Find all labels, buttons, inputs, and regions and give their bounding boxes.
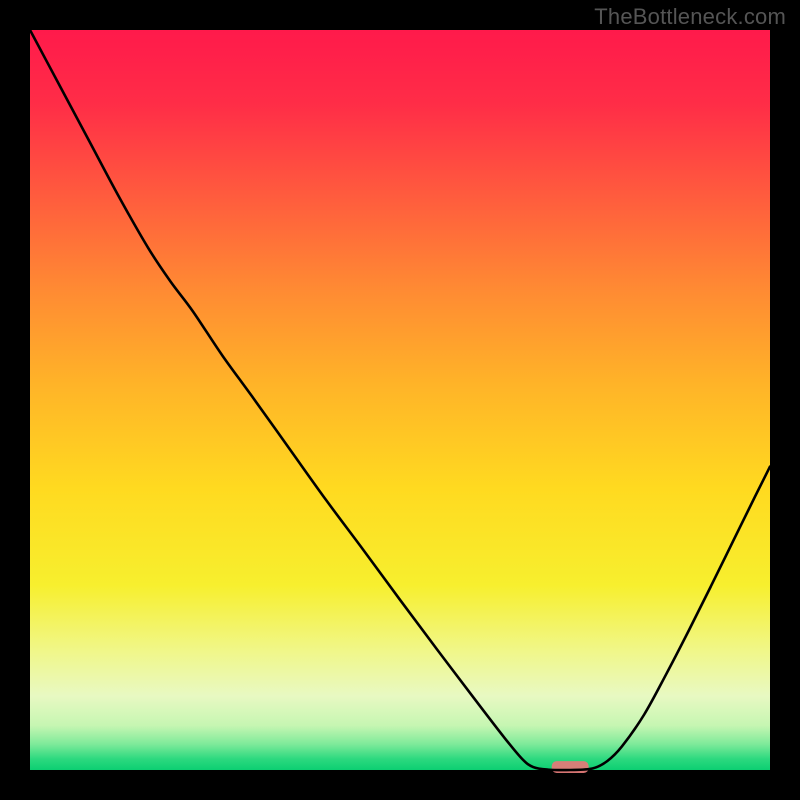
plot-background bbox=[30, 30, 770, 770]
watermark-text: TheBottleneck.com bbox=[594, 4, 786, 30]
bottleneck-chart bbox=[0, 0, 800, 800]
